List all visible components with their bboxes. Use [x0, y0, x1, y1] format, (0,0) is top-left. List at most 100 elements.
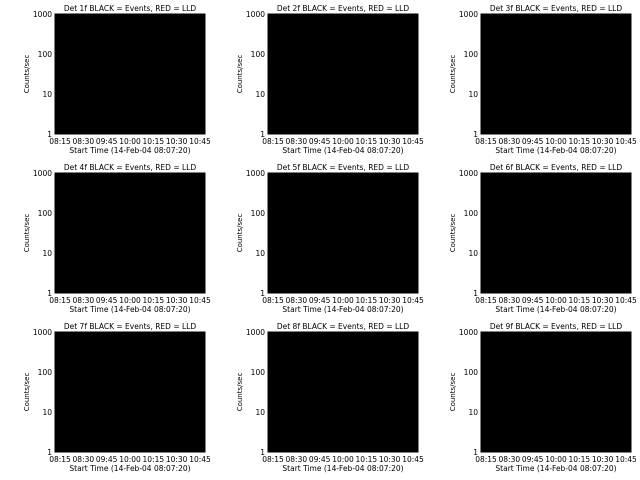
- x-tick-label: 10:45: [615, 455, 637, 464]
- y-tick-label: 1000: [33, 328, 52, 337]
- x-tick-label: 10:00: [332, 455, 354, 464]
- plot-frame: [54, 13, 206, 135]
- y-axis-label: Counts/sec: [236, 214, 244, 253]
- x-tick-label: 10:30: [379, 137, 401, 146]
- x-tick-label: 08:30: [73, 137, 95, 146]
- x-tick-label: 08:30: [73, 455, 95, 464]
- x-tick-label: 10:45: [402, 296, 424, 305]
- x-tick-label: 10:00: [119, 296, 141, 305]
- y-tick-label: 100: [464, 368, 479, 377]
- y-tick-label: 1: [47, 289, 52, 298]
- y-tick-label: 100: [38, 368, 53, 377]
- y-tick-label: 1: [473, 130, 478, 139]
- y-tick-label: 100: [464, 50, 479, 59]
- x-tick-label: 10:15: [143, 455, 165, 464]
- detector-panel-5: Det 5f BLACK = Events, RED = LLD 1 10 100 10…: [236, 163, 424, 314]
- x-tick-label: 08:30: [286, 296, 308, 305]
- y-tick-label: 1000: [459, 328, 478, 337]
- y-tick-label: 1: [260, 130, 265, 139]
- x-tick-label: 08:30: [73, 296, 95, 305]
- x-tick-label: 09:45: [96, 455, 118, 464]
- x-axis-label: Start Time (14-Feb-04 08:07:20): [282, 146, 403, 155]
- panel-title: Det 8f BLACK = Events, RED = LLD: [277, 322, 410, 331]
- x-tick-label: 08:15: [262, 455, 284, 464]
- x-tick-label: 08:15: [475, 455, 497, 464]
- x-tick-label: 08:15: [49, 455, 71, 464]
- x-tick-label: 08:15: [49, 296, 71, 305]
- x-tick-label: 10:00: [545, 455, 567, 464]
- x-tick-label: 08:15: [49, 137, 71, 146]
- x-axis-label: Start Time (14-Feb-04 08:07:20): [282, 464, 403, 473]
- x-tick-label: 10:30: [379, 455, 401, 464]
- y-tick-label: 10: [255, 408, 265, 417]
- panel-title: Det 2f BLACK = Events, RED = LLD: [277, 4, 410, 13]
- x-tick-label: 10:30: [592, 455, 614, 464]
- panel-title: Det 1f BLACK = Events, RED = LLD: [64, 4, 197, 13]
- y-tick-label: 100: [38, 50, 53, 59]
- y-tick-label: 1: [473, 289, 478, 298]
- y-tick-label: 10: [255, 90, 265, 99]
- x-tick-label: 10:15: [143, 137, 165, 146]
- x-tick-label: 10:30: [379, 296, 401, 305]
- plot-frame: [267, 13, 419, 135]
- y-axis-label: Counts/sec: [236, 373, 244, 412]
- x-tick-label: 10:00: [332, 296, 354, 305]
- x-tick-label: 10:15: [143, 296, 165, 305]
- x-tick-label: 08:15: [475, 137, 497, 146]
- plot-frame: [480, 172, 632, 294]
- x-tick-label: 10:15: [356, 455, 378, 464]
- y-tick-label: 1000: [33, 169, 52, 178]
- panel-title: Det 7f BLACK = Events, RED = LLD: [64, 322, 197, 331]
- y-axis-label: Counts/sec: [449, 55, 457, 94]
- y-tick-label: 1000: [246, 169, 265, 178]
- x-tick-label: 10:45: [189, 455, 211, 464]
- x-tick-label: 09:45: [309, 296, 331, 305]
- x-tick-label: 10:00: [119, 455, 141, 464]
- x-tick-label: 10:45: [615, 137, 637, 146]
- x-tick-label: 10:30: [592, 296, 614, 305]
- x-axis-label: Start Time (14-Feb-04 08:07:20): [69, 464, 190, 473]
- plot-frame: [480, 13, 632, 135]
- x-tick-label: 10:00: [119, 137, 141, 146]
- x-tick-label: 10:15: [569, 455, 591, 464]
- x-tick-label: 10:00: [545, 137, 567, 146]
- y-tick-label: 1000: [246, 10, 265, 19]
- x-tick-label: 09:45: [96, 137, 118, 146]
- panel-title: Det 3f BLACK = Events, RED = LLD: [490, 4, 623, 13]
- x-tick-label: 08:30: [286, 455, 308, 464]
- y-tick-label: 1000: [33, 10, 52, 19]
- y-tick-label: 1: [473, 448, 478, 457]
- x-axis-label: Start Time (14-Feb-04 08:07:20): [495, 146, 616, 155]
- x-tick-label: 10:45: [402, 137, 424, 146]
- plot-frame: [54, 331, 206, 453]
- y-axis-label: Counts/sec: [449, 214, 457, 253]
- x-tick-label: 10:30: [166, 137, 188, 146]
- x-tick-label: 10:15: [356, 296, 378, 305]
- y-tick-label: 100: [251, 368, 266, 377]
- x-tick-label: 10:45: [615, 296, 637, 305]
- x-tick-label: 08:30: [499, 137, 521, 146]
- panel-title: Det 6f BLACK = Events, RED = LLD: [490, 163, 623, 172]
- x-axis-label: Start Time (14-Feb-04 08:07:20): [69, 305, 190, 314]
- x-axis-label: Start Time (14-Feb-04 08:07:20): [495, 464, 616, 473]
- x-tick-label: 10:00: [545, 296, 567, 305]
- detector-panel-8: Det 8f BLACK = Events, RED = LLD 1 10 100 10…: [236, 322, 424, 473]
- x-tick-label: 10:45: [189, 137, 211, 146]
- x-tick-label: 08:15: [262, 296, 284, 305]
- y-tick-label: 1000: [459, 10, 478, 19]
- y-tick-label: 1000: [459, 169, 478, 178]
- x-tick-label: 08:30: [499, 455, 521, 464]
- x-tick-label: 10:00: [332, 137, 354, 146]
- y-tick-label: 100: [38, 209, 53, 218]
- y-tick-label: 10: [255, 249, 265, 258]
- detector-panel-4: Det 4f BLACK = Events, RED = LLD 1 10 100 10…: [23, 163, 211, 314]
- y-tick-label: 10: [42, 249, 52, 258]
- y-axis-label: Counts/sec: [23, 55, 31, 94]
- x-axis-label: Start Time (14-Feb-04 08:07:20): [282, 305, 403, 314]
- plot-frame: [267, 172, 419, 294]
- y-tick-label: 10: [468, 408, 478, 417]
- x-tick-label: 10:30: [166, 455, 188, 464]
- detector-panel-7: Det 7f BLACK = Events, RED = LLD 1 10 100 10…: [23, 322, 211, 473]
- x-tick-label: 10:45: [402, 455, 424, 464]
